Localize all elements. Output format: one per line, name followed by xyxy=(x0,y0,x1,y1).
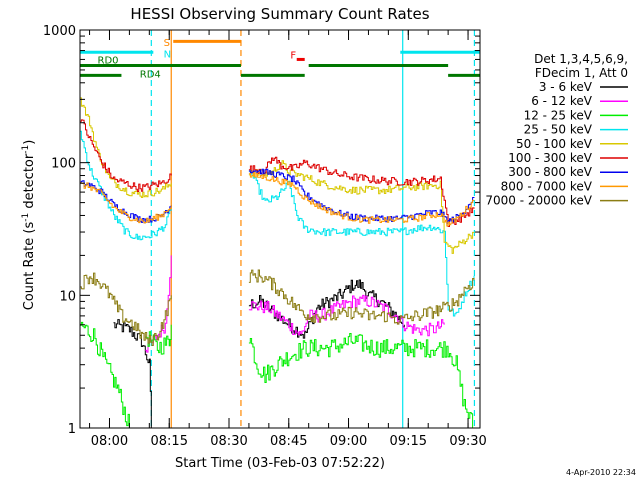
series-line-2-segment-2 xyxy=(248,294,445,337)
y-axis-label-sup1: -1 xyxy=(21,213,31,222)
series-line-9-segment-2 xyxy=(248,269,475,325)
legend-label-2: 6 - 12 keV xyxy=(531,94,593,108)
y-axis-label-end: ) xyxy=(22,140,37,145)
y-axis-label-main: Count Rate (s xyxy=(22,222,37,311)
series-line-3-segment-2 xyxy=(145,324,172,355)
legend-label-7: 300 - 800 keV xyxy=(508,165,592,179)
y-tick-label-3: 100 xyxy=(51,157,76,172)
series-line-3-segment-1 xyxy=(80,321,130,428)
series-line-4-segment-2 xyxy=(248,170,475,317)
flags: SN RD0 RD4 F xyxy=(80,38,480,80)
legend-header-2: FDecim 1, Att 0 xyxy=(535,66,628,80)
series-line-8-segment-2 xyxy=(248,172,475,227)
flag-label-4: RD4 xyxy=(140,69,161,80)
legend-header-1: Det 1,3,4,5,6,9, xyxy=(534,52,628,66)
axes: 1 10 100 1000 08:00 08:15 08:30 08:45 09:00 09:15… xyxy=(43,24,487,449)
x-tick-label-7: 09:30 xyxy=(449,434,486,449)
series-line-9-segment-1 xyxy=(80,272,172,346)
legend-label-9: 7000 - 20000 keV xyxy=(485,194,592,208)
series xyxy=(80,97,475,429)
x-tick-label-6: 09:15 xyxy=(390,434,427,449)
y-tick-label-4: 1000 xyxy=(43,24,76,39)
legend-label-4: 25 - 50 keV xyxy=(524,123,593,137)
x-axis-label: Start Time (03-Feb-03 07:52:22) xyxy=(175,456,385,471)
x-tick-label-3: 08:30 xyxy=(210,434,247,449)
series-line-5-segment-1 xyxy=(80,97,172,198)
series-line-4-segment-1 xyxy=(80,130,172,241)
y-axis-label: Count Rate (s-1 detector-1) xyxy=(21,140,37,311)
x-tick-label-2: 08:15 xyxy=(151,434,188,449)
footer-timestamp: 4-Apr-2010 22:34 xyxy=(566,468,636,477)
legend-label-3: 12 - 25 keV xyxy=(524,108,593,122)
flag-label-3: RD0 xyxy=(98,55,119,66)
series-line-3-segment-3 xyxy=(248,333,474,429)
y-axis-label-mid: detector xyxy=(22,153,37,213)
legend-label-5: 50 - 100 keV xyxy=(516,137,593,151)
y-tick-label-2: 10 xyxy=(59,289,76,304)
x-tick-label-4: 08:45 xyxy=(270,434,307,449)
x-tick-label-1: 08:00 xyxy=(91,434,128,449)
plot-frame xyxy=(79,29,481,429)
series-line-6-segment-2 xyxy=(248,156,475,227)
series-line-1-segment-1 xyxy=(113,319,152,428)
legend: Det 1,3,4,5,6,9, FDecim 1, Att 0 3 - 6 k… xyxy=(485,52,628,208)
flag-label-5: F xyxy=(290,50,296,61)
series-line-1-segment-2 xyxy=(248,279,405,339)
legend-label-6: 100 - 300 keV xyxy=(508,151,592,165)
y-tick-label-1: 1 xyxy=(68,422,76,437)
legend-label-8: 800 - 7000 keV xyxy=(501,179,593,193)
flag-label-1: S xyxy=(164,38,170,49)
x-tick-label-5: 09:00 xyxy=(330,434,367,449)
chart-title: HESSI Observing Summary Count Rates xyxy=(130,5,429,23)
series-line-8-segment-1 xyxy=(80,182,172,224)
flag-label-2: N xyxy=(164,50,171,61)
legend-label-1: 3 - 6 keV xyxy=(539,80,593,94)
y-axis-label-sup2: -1 xyxy=(21,145,31,154)
series-line-6-segment-1 xyxy=(80,119,172,192)
